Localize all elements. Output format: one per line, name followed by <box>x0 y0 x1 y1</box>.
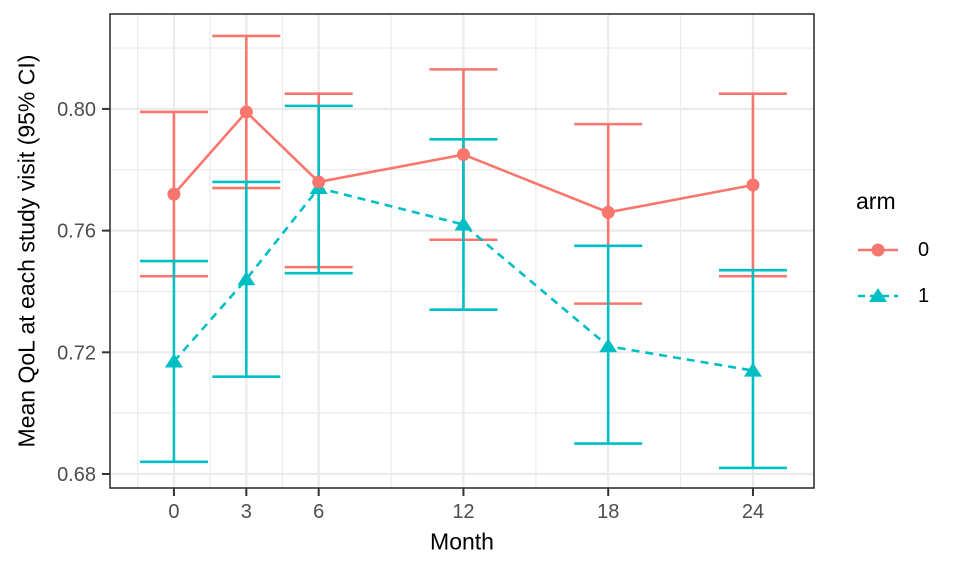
data-point-circle <box>746 178 760 192</box>
x-axis-title: Month <box>430 528 494 555</box>
grid-minor <box>110 14 814 488</box>
series-points-arm-0 <box>167 105 760 219</box>
data-point-triangle <box>237 271 256 286</box>
x-tick-label: 18 <box>597 501 619 523</box>
data-point-triangle <box>164 353 183 368</box>
legend-entry-arm-0: 0 <box>856 233 960 267</box>
legend-entry-arm-0-label: 0 <box>918 238 930 261</box>
series-line-arm-1 <box>172 186 754 372</box>
x-tick-label: 6 <box>313 501 324 523</box>
data-point-circle <box>167 187 181 201</box>
x-tick-label: 0 <box>168 501 179 523</box>
x-tick-label: 24 <box>742 501 764 523</box>
legend-key-circle <box>871 243 885 257</box>
data-point-triangle <box>743 362 762 377</box>
legend-key-arm-0-icon <box>858 243 898 257</box>
legend: arm 0 1 <box>856 188 960 325</box>
data-point-circle <box>239 105 253 119</box>
y-tick-label: 0.80 <box>57 99 96 121</box>
data-point-triangle <box>454 216 473 231</box>
legend-key-arm-1-icon <box>858 288 898 302</box>
data-point-circle <box>456 148 470 162</box>
data-point-triangle <box>599 338 618 353</box>
data-point-circle <box>601 205 615 219</box>
legend-entry-arm-1-label: 1 <box>918 284 930 307</box>
x-tick-label: 3 <box>241 501 252 523</box>
y-axis-title: Mean QoL at each study visit (95% CI) <box>13 54 40 448</box>
legend-title: arm <box>856 188 896 214</box>
y-tick-label: 0.72 <box>57 342 96 364</box>
x-tick-label: 12 <box>452 501 474 523</box>
axis-ticks <box>102 107 754 496</box>
legend-key-triangle <box>869 288 887 302</box>
data-point-circle <box>312 175 326 189</box>
panel-background <box>110 14 814 488</box>
series-line-arm-0 <box>172 110 754 214</box>
panel-border <box>109 13 815 489</box>
legend-entry-arm-1: 1 <box>856 279 960 313</box>
y-tick-label: 0.76 <box>57 221 96 243</box>
y-tick-label: 0.68 <box>57 464 96 486</box>
